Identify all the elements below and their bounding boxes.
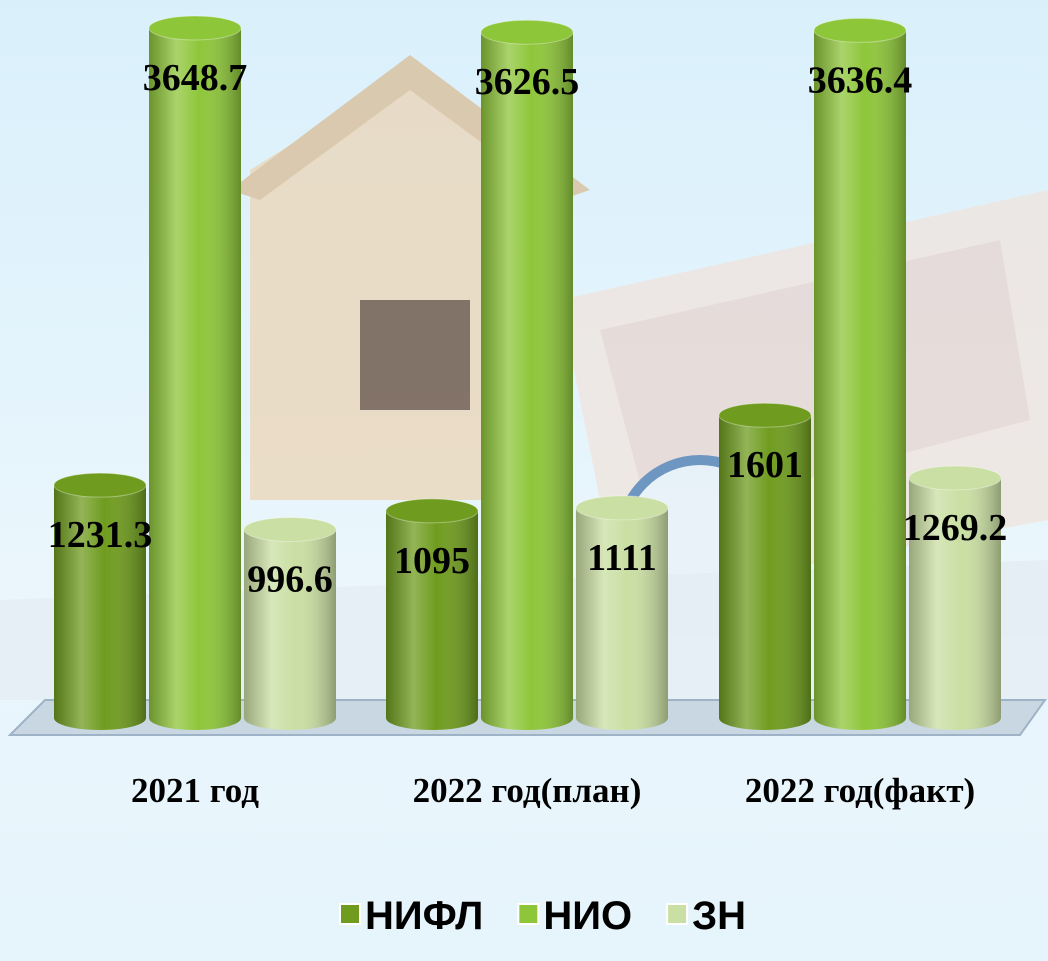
chart: 2021 год 2022 год(план) 2022 год(факт) 1231… xyxy=(0,0,1048,961)
bar-top xyxy=(149,16,241,40)
legend-label: ЗН xyxy=(692,894,746,938)
bar-shade xyxy=(149,28,241,730)
legend-marker xyxy=(667,904,687,924)
data-label: 1231.3 xyxy=(48,514,153,556)
data-label: 3648.7 xyxy=(143,57,248,99)
data-label: 1095 xyxy=(394,540,470,582)
bar-top xyxy=(576,496,668,520)
bar-top xyxy=(54,473,146,497)
data-label: 3626.5 xyxy=(475,61,580,103)
x-tick-label: 2021 год xyxy=(131,771,259,810)
data-label: 996.6 xyxy=(247,559,333,601)
bar-top xyxy=(481,20,573,44)
bar-top xyxy=(909,466,1001,490)
bar-shade xyxy=(481,32,573,730)
data-label: 1269.2 xyxy=(903,507,1008,549)
legend-marker xyxy=(518,904,538,924)
bar-top xyxy=(244,518,336,542)
page: 2021 год 2022 год(план) 2022 год(факт) 1231… xyxy=(0,0,1048,961)
bar-top xyxy=(386,499,478,523)
data-label: 1111 xyxy=(587,537,657,579)
data-label: 3636.4 xyxy=(808,59,913,101)
x-tick-label: 2022 год(факт) xyxy=(745,771,975,810)
bar-shade xyxy=(814,30,906,730)
bar-top xyxy=(814,18,906,42)
x-tick-label: 2022 год(план) xyxy=(413,771,642,810)
data-label: 1601 xyxy=(727,444,803,486)
legend-label: НИФЛ xyxy=(365,894,483,938)
legend-marker xyxy=(340,904,360,924)
legend-label: НИО xyxy=(543,894,632,938)
bar-top xyxy=(719,403,811,427)
